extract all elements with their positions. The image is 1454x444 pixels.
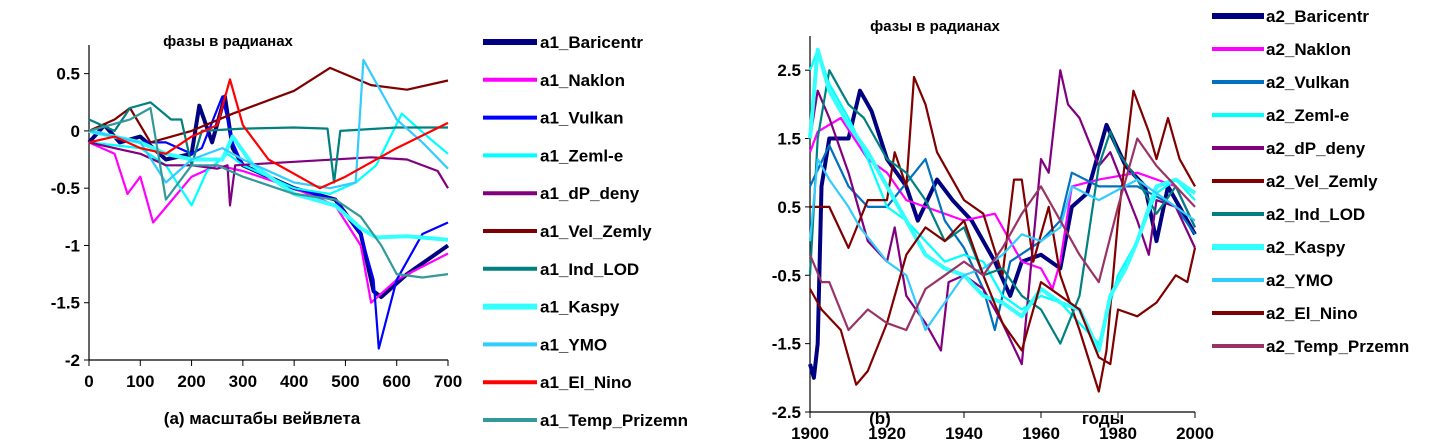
x-tick-label: 400 — [280, 372, 308, 391]
y-tick-label: -0.5 — [51, 179, 80, 198]
legend-label: a2_Zeml-e — [1266, 106, 1349, 125]
x-tick-label: 600 — [383, 372, 411, 391]
chart-panel-a — [84, 39, 537, 422]
legend-label: a1_Baricentr — [540, 33, 643, 52]
x-tick-label: 700 — [434, 372, 462, 391]
x-tick-label: 300 — [229, 372, 257, 391]
legend-label: a1_El_Nino — [540, 373, 632, 392]
series-line-a2_dp_deny — [808, 69, 1196, 366]
series-line-a2_vulkan — [809, 144, 1196, 332]
series-line-a1_vulkan — [88, 95, 449, 350]
x-axis-label: (a) масштабы вейвлета — [164, 409, 361, 428]
legend-label: a2_Kaspy — [1266, 238, 1346, 257]
x-tick-label: 1920 — [868, 424, 906, 443]
legend — [483, 39, 537, 422]
series-line-a2_el_nino — [809, 219, 1197, 386]
legend-label: a2_Temp_Przemn — [1266, 337, 1409, 356]
legend-label: a2_Naklon — [1266, 40, 1351, 59]
x-tick-label: 0 — [84, 372, 93, 391]
chart-title: фазы в радианах — [870, 18, 1000, 35]
y-tick-label: -0.5 — [772, 266, 801, 285]
x-axis-label: годы — [1082, 409, 1124, 428]
x-tick-label: 1980 — [1099, 424, 1137, 443]
series-line-a1_vel_zemly — [88, 66, 449, 144]
legend-label: a1_Vel_Zemly — [540, 222, 652, 241]
x-tick-label: 2000 — [1176, 424, 1214, 443]
y-tick-label: 1.5 — [777, 130, 801, 149]
legend-label: a2_El_Nino — [1266, 304, 1358, 323]
legend-label: a1_Zeml-e — [540, 146, 623, 165]
legend-label: a1_Ind_LOD — [540, 260, 639, 279]
series-line-a2_vel_zemly — [810, 75, 1196, 393]
chart-panel-b — [805, 13, 1264, 418]
series-line-a1_naklon — [88, 141, 449, 304]
chart-title: фазы в радианах — [163, 33, 293, 50]
legend-label: a1_YMO — [540, 335, 607, 354]
series-line-a2_naklon — [808, 116, 1196, 290]
series-line-a1_dp_deny — [88, 141, 449, 207]
y-tick-label: -1.5 — [51, 294, 80, 313]
legend-label: a1_Naklon — [540, 71, 625, 90]
series-line-a2_temp_przemn — [808, 137, 1196, 332]
y-tick-label: 0.5 — [777, 198, 801, 217]
legend-label: a2_YMO — [1266, 271, 1333, 290]
x-tick-label: 200 — [177, 372, 205, 391]
legend-label: a2_Vulkan — [1266, 73, 1349, 92]
panel-label: (b) — [869, 409, 891, 428]
x-tick-label: 1900 — [791, 424, 829, 443]
legend-label: a2_Baricentr — [1266, 7, 1369, 26]
legend-label: a1_Temp_Prizemn — [540, 411, 688, 430]
series-line-a2_ind_lod — [808, 69, 1196, 345]
legend-label: a1_Kaspy — [540, 298, 620, 317]
y-tick-label: 0.5 — [56, 65, 80, 84]
y-tick-label: -1 — [65, 236, 80, 255]
y-tick-label: 2.5 — [777, 61, 801, 80]
legend-label: a1_Vulkan — [540, 109, 623, 128]
y-tick-label: -2.5 — [772, 403, 801, 422]
y-tick-label: -1.5 — [772, 335, 801, 354]
legend-label: a2_Ind_LOD — [1266, 205, 1365, 224]
y-tick-label: -2 — [65, 351, 80, 370]
series-line-a2_kaspy — [808, 47, 1197, 353]
x-tick-label: 100 — [126, 372, 154, 391]
series-line-a1_temp_prizemn — [88, 106, 449, 279]
series-line-a2_ymo — [808, 158, 1196, 332]
y-tick-label: 0 — [71, 122, 80, 141]
series-line-a1_ymo — [88, 58, 449, 190]
legend-label: a1_dP_deny — [540, 184, 640, 203]
legend — [1212, 13, 1264, 348]
series-line-a2_baricentr — [808, 88, 1197, 380]
x-tick-label: 500 — [331, 372, 359, 391]
legend-label: a2_Vel_Zemly — [1266, 172, 1378, 191]
x-tick-label: 1940 — [945, 424, 983, 443]
x-tick-label: 1960 — [1022, 424, 1060, 443]
series-line-a1_el_nino — [88, 78, 449, 190]
legend-label: a2_dP_deny — [1266, 139, 1366, 158]
